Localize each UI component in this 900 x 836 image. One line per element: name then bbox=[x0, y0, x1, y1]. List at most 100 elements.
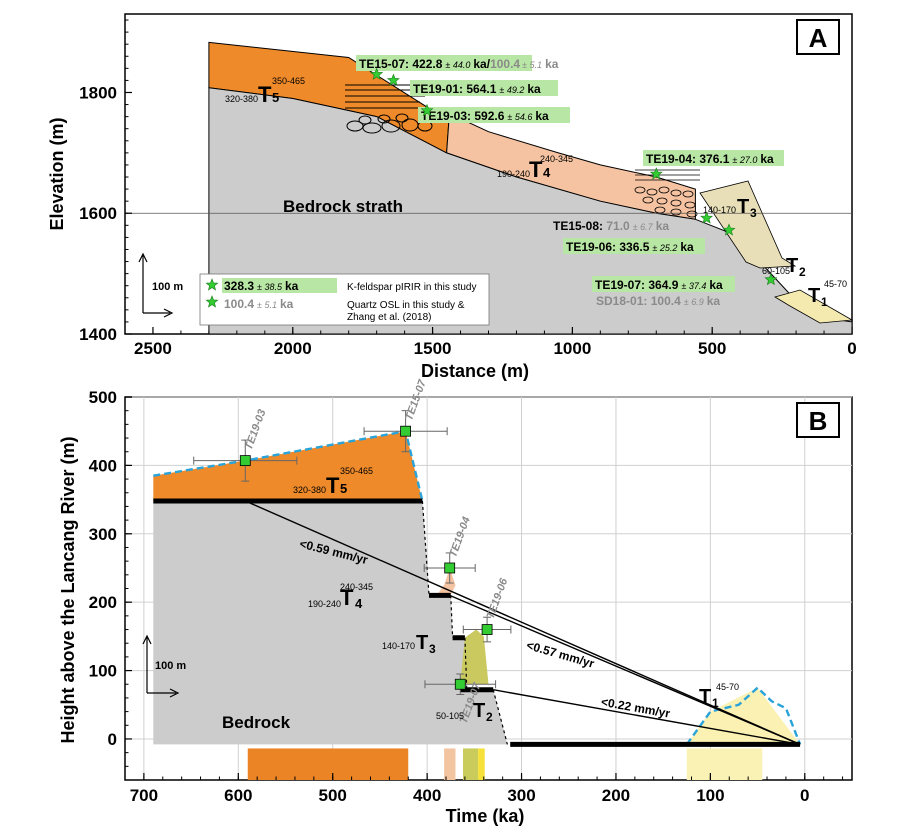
legend-osl-value: 100.4 ± 5.1 ka bbox=[224, 297, 294, 311]
label-highlight bbox=[418, 107, 570, 123]
panel-a-label: A bbox=[809, 23, 828, 53]
terrace-b-t1-sub: 1 bbox=[712, 696, 719, 710]
sample-label-te19-06: TE19-06: 336.5 ± 25.2 ka bbox=[563, 238, 705, 254]
legend-osl-label-2: Zhang et al. (2018) bbox=[347, 312, 432, 323]
legend-pirir-value: 328.3 ± 38.5 ka bbox=[224, 279, 299, 293]
terrace-t3-name: T bbox=[737, 196, 749, 218]
terrace-t1-range: 45-70 bbox=[824, 279, 847, 289]
sample-label-te19-07: TE19-07: 364.9 ± 37.4 ka bbox=[592, 276, 735, 292]
y-tick-label: 300 bbox=[89, 525, 117, 544]
terrace-b-t2-range-low: 50-105 bbox=[436, 711, 464, 721]
terrace-t5-name: T bbox=[258, 82, 272, 107]
terrace-label-t3: 140-170 T 3 bbox=[703, 196, 757, 220]
bedrock-strath-label: Bedrock strath bbox=[283, 197, 403, 216]
y-tick-label: 1400 bbox=[79, 325, 117, 344]
age-range-t2 bbox=[478, 748, 485, 780]
terrace-t4-fill bbox=[436, 568, 456, 596]
terrace-t2-sub: 2 bbox=[799, 265, 806, 279]
terrace-t5-fill-outline bbox=[153, 429, 424, 502]
label-highlight bbox=[410, 80, 558, 96]
sample-te19-03-text: TE19-03: 592.6 ± 54.6 ka bbox=[421, 109, 549, 123]
terrace-t4-sub: 4 bbox=[543, 165, 551, 180]
x-tick-label: 400 bbox=[413, 786, 441, 805]
y-tick-label: 1800 bbox=[79, 83, 117, 102]
label-highlight bbox=[563, 238, 705, 254]
terrace-t4-range: 240-345 bbox=[540, 154, 573, 164]
x-tick-label: 2500 bbox=[134, 339, 172, 358]
x-tick-label: 300 bbox=[507, 786, 535, 805]
boulder-pattern-t4 bbox=[634, 169, 700, 218]
terrace-b-t2-sub: 2 bbox=[486, 710, 493, 724]
panel-a-ylabel: Elevation (m) bbox=[47, 117, 67, 230]
terrace-b-t5-range: 350-465 bbox=[340, 466, 373, 476]
legend-star-icon-pirir bbox=[205, 278, 219, 291]
sample-star-te19-04 bbox=[649, 167, 663, 180]
y-tick-label: 400 bbox=[89, 456, 117, 475]
terrace-t3-sub: 3 bbox=[750, 206, 757, 220]
terrace-b-t3-range-low: 140-170 bbox=[382, 641, 415, 651]
terrace-label-b-t3: 140-170 T 3 bbox=[382, 632, 436, 656]
sample-marker-te19-06 bbox=[481, 624, 493, 635]
terrace-b-t4-range: 240-345 bbox=[340, 582, 373, 592]
age-range-t1 bbox=[686, 748, 763, 780]
y-tick-label: 1600 bbox=[79, 204, 117, 223]
sample-label-te15-07: TE15-07: 422.8 ± 44.0 ka/100.4 ± 5.1 ka bbox=[356, 55, 559, 71]
x-tick-label: 1500 bbox=[414, 339, 452, 358]
terrace-b-t4-name: T bbox=[340, 585, 354, 610]
label-highlight bbox=[592, 276, 735, 292]
sample-te15-07-text: TE15-07: 422.8 ± 44.0 ka/100.4 ± 5.1 ka bbox=[359, 57, 559, 71]
terrace-b-t5-range-low: 320-380 bbox=[293, 485, 326, 495]
terrace-t4-range-low: 190-240 bbox=[497, 169, 530, 179]
scale-bar-a bbox=[138, 252, 174, 318]
x-tick-label: 500 bbox=[698, 339, 726, 358]
sample-star-te19-01 bbox=[386, 73, 400, 86]
x-tick-label: 0 bbox=[847, 339, 856, 358]
sample-te19-01-text: TE19-01: 564.1 ± 49.2 ka bbox=[413, 82, 541, 96]
sample-star-te19-06 bbox=[722, 223, 736, 236]
x-tick-label: 700 bbox=[130, 786, 158, 805]
sample-marker-te15-07 bbox=[400, 425, 412, 437]
sample-marker-te19-04 bbox=[444, 562, 456, 574]
terrace-label-t1: T 1 45-70 bbox=[808, 279, 847, 309]
legend-osl-label: Quartz OSL in this study & bbox=[347, 300, 465, 311]
bedrock-step-edge bbox=[450, 595, 454, 638]
panel-b-axes: 700 600 500 400 300 200 100 0 0 100 200 300 400 500 bbox=[89, 388, 844, 805]
terrace-t1-sub: 1 bbox=[821, 295, 828, 309]
panel-a-xlabel: Distance (m) bbox=[421, 361, 529, 381]
sample-label-te19-03: TE19-03: 592.6 ± 54.6 ka bbox=[418, 107, 570, 123]
age-range-t4 bbox=[444, 748, 456, 780]
sample-star-te19-03 bbox=[420, 103, 434, 117]
y-tick-label: 500 bbox=[89, 388, 117, 407]
panel-a: 2500 2000 1500 1000 500 0 1400 1600 1800 Distanc… bbox=[47, 13, 857, 381]
terrace-t1-name: T bbox=[808, 285, 820, 307]
terrace-t2-range: 60-105 bbox=[762, 266, 790, 276]
y-tick-label: 0 bbox=[108, 730, 117, 749]
sample-star-te19-07 bbox=[764, 272, 778, 286]
sample-sd18-01-text: SD18-01: 100.4 ± 6.9 ka bbox=[596, 294, 720, 308]
terrace-b-t3-sub: 3 bbox=[429, 642, 436, 656]
panel-b: <0.59 mm/yr<0.57 mm/yr<0.22 mm/yr TE19-0… bbox=[58, 378, 853, 826]
panel-a-axes: 2500 2000 1500 1000 500 0 1400 1600 1800 bbox=[79, 19, 857, 358]
legend-highlight bbox=[222, 278, 337, 293]
sample-marker-te19-03 bbox=[239, 455, 251, 467]
incision-rate-line bbox=[245, 500, 801, 746]
legend-a: 328.3 ± 38.5 ka K-feldspar pIRIR in this s… bbox=[199, 273, 490, 326]
legend-pirir-label: K-feldspar pIRIR in this study bbox=[347, 282, 477, 293]
y-tick-label: 200 bbox=[89, 593, 117, 612]
x-tick-label: 0 bbox=[800, 786, 809, 805]
x-tick-label: 200 bbox=[602, 786, 630, 805]
terrace-b-t4-sub: 4 bbox=[355, 596, 363, 611]
panel-a-label-box bbox=[796, 19, 840, 55]
terrace-t2-name: T bbox=[786, 255, 798, 277]
terrace-bars bbox=[153, 498, 801, 747]
sample-te15-08-text: TE15-08: 71.0 ± 6.7 ka bbox=[553, 219, 669, 233]
bedrock-area-b bbox=[153, 501, 508, 745]
terrace-t1-deposit bbox=[773, 289, 854, 324]
sample-te19-06-text: TE19-06: 336.5 ± 25.2 ka bbox=[566, 240, 694, 254]
terrace-fills-b bbox=[153, 429, 802, 746]
sample-label-te19-04: TE19-04: 376.1 ± 27.0 ka bbox=[643, 150, 784, 166]
sample-label-te19-01: TE19-01: 564.1 ± 49.2 ka bbox=[410, 80, 558, 96]
sample-marker-te19-07 bbox=[454, 678, 466, 690]
incision-rate-line bbox=[449, 594, 801, 746]
terrace-b-t2-name: T bbox=[473, 700, 485, 722]
